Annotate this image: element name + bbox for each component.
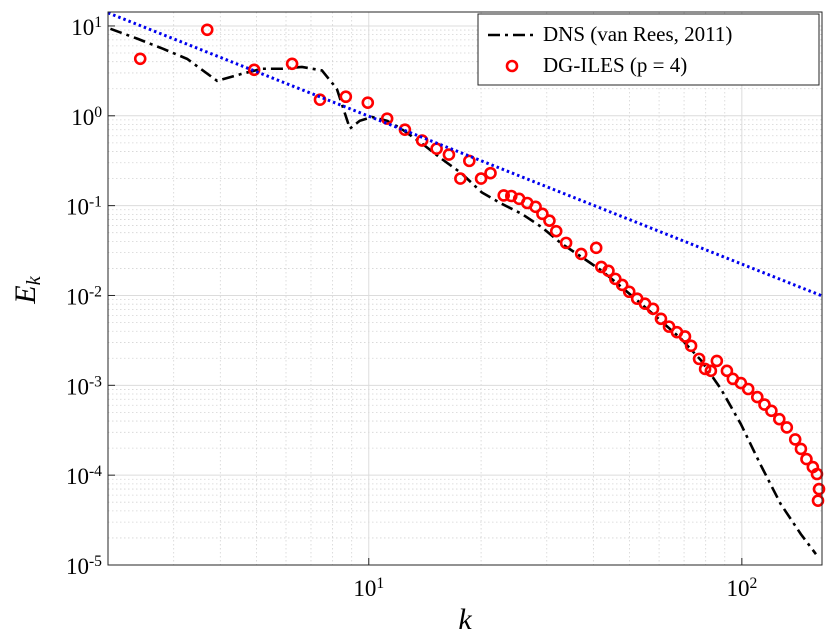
data-point — [543, 214, 556, 227]
data-point — [750, 390, 764, 404]
data-point — [811, 494, 825, 507]
data-point — [415, 134, 429, 147]
legend-box — [477, 13, 820, 86]
data-point — [497, 189, 511, 202]
data-point — [313, 93, 327, 107]
plot-marks — [107, 11, 826, 555]
data-point — [622, 285, 636, 299]
data-point — [200, 23, 214, 37]
data-point — [549, 224, 563, 238]
y-tick-label: 100 — [71, 103, 102, 130]
data-point — [484, 166, 497, 180]
y-tick-label: 10-5 — [66, 553, 102, 580]
data-point — [720, 364, 734, 378]
data-point — [609, 272, 622, 286]
data-point — [247, 63, 261, 77]
line — [109, 27, 817, 555]
data-point — [285, 57, 299, 71]
grid — [108, 12, 822, 566]
data-point — [698, 362, 712, 376]
data-point — [559, 236, 573, 250]
y-tick-label: 10-1 — [66, 193, 102, 220]
data-point — [684, 339, 698, 353]
data-point — [574, 247, 588, 261]
legend-label: DG-ILES (p = 4) — [543, 53, 687, 77]
data-point — [800, 452, 813, 466]
data-point — [788, 433, 802, 446]
x-axis-label: k — [458, 603, 472, 636]
y-tick-label: 10-4 — [66, 463, 102, 490]
data-point — [772, 412, 786, 426]
x-tick-label: 102 — [726, 575, 757, 602]
data-point — [615, 278, 629, 292]
data-point — [654, 312, 668, 326]
data-point — [442, 148, 456, 161]
data-point — [758, 398, 771, 411]
data-point — [780, 421, 794, 434]
data-point — [133, 52, 147, 66]
data-point — [794, 442, 808, 456]
data-point — [812, 482, 826, 496]
data-point — [646, 302, 660, 316]
data-point — [765, 404, 778, 418]
data-point — [704, 364, 718, 378]
data-point — [710, 354, 724, 368]
y-tick-label: 101 — [71, 14, 102, 41]
data-point — [463, 154, 476, 168]
data-point — [662, 320, 676, 333]
x-tick-label: 101 — [353, 575, 384, 602]
data-point — [536, 207, 549, 221]
data-point — [602, 264, 615, 278]
data-point — [454, 172, 467, 185]
legend-marker — [505, 59, 519, 73]
legend-label: DNS (van Rees, 2011) — [543, 22, 732, 46]
data-point — [529, 200, 542, 214]
y-tick-label: 10-2 — [66, 283, 102, 310]
data-point — [741, 382, 755, 396]
labels: k Ek 101 102 10-5 10-4 10-3 10-2 10-1 100 101 — [9, 14, 757, 636]
data-point — [339, 90, 353, 104]
data-point — [589, 241, 603, 255]
legend: DNS (van Rees, 2011) DG-ILES (p = 4) — [477, 13, 820, 86]
data-point — [474, 172, 488, 185]
y-axis-label: Ek — [9, 275, 45, 304]
reference-line — [107, 11, 823, 298]
data-point — [734, 376, 748, 390]
data-point — [678, 330, 692, 343]
y-tick-label: 10-3 — [66, 373, 102, 400]
data-point — [380, 112, 394, 125]
plot-frame — [107, 11, 823, 566]
data-point — [361, 96, 375, 109]
data-point — [692, 352, 706, 366]
